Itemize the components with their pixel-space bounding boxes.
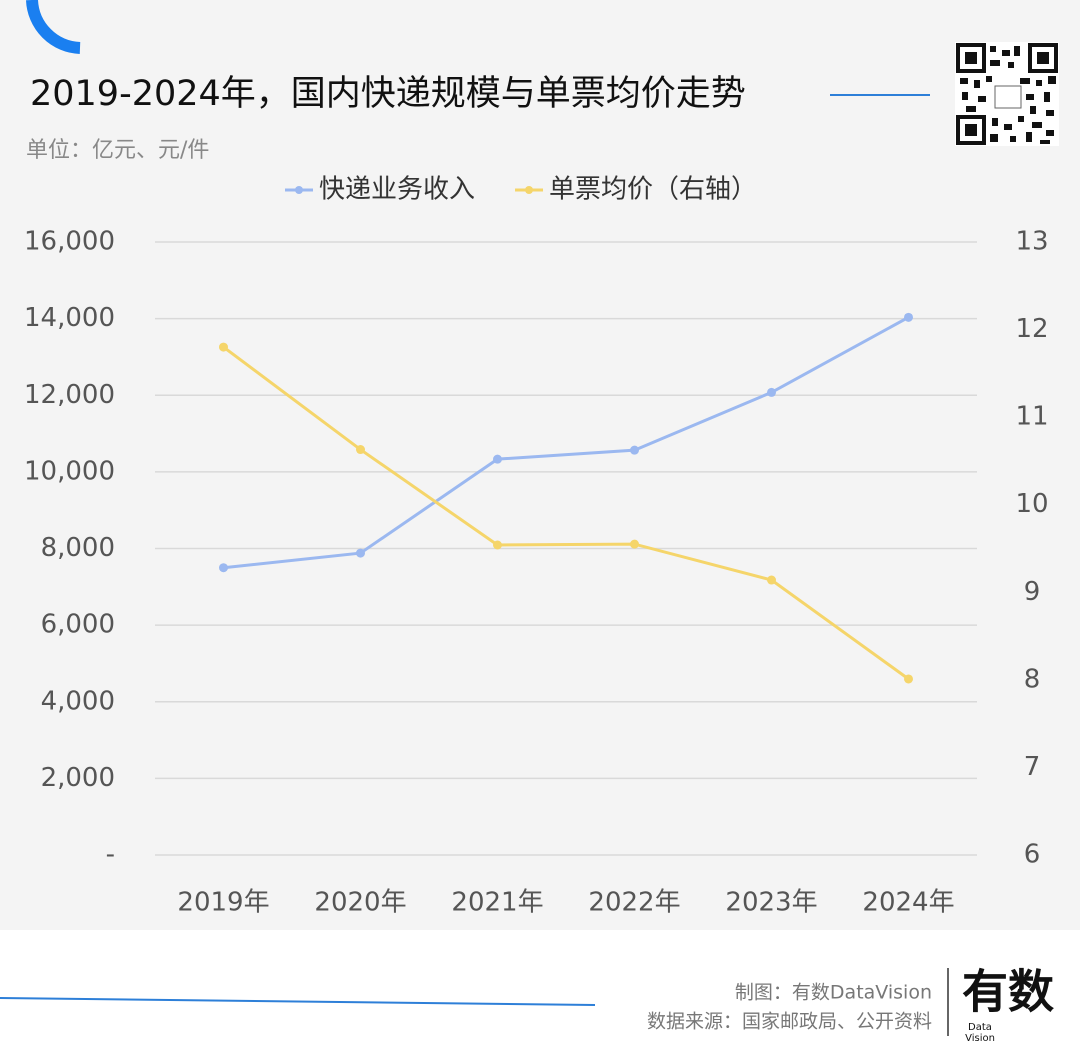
data-point	[493, 454, 502, 464]
y2-tick-label: 6	[1024, 840, 1041, 870]
x-tick-label: 2019年	[177, 888, 269, 918]
logo-sub: Vision	[965, 1033, 995, 1044]
data-point	[493, 540, 502, 550]
x-tick-label: 2022年	[588, 888, 680, 918]
footer-source: 数据来源：国家邮政局、公开资料	[647, 1011, 932, 1033]
logo-sub: Data	[968, 1022, 992, 1033]
y-tick-label: 16,000	[24, 227, 115, 257]
y2-tick-label: 12	[1015, 314, 1048, 344]
y2-tick-label: 10	[1015, 489, 1048, 519]
footer-rule	[0, 997, 596, 1006]
data-point	[904, 674, 913, 684]
series-line	[223, 316, 910, 570]
decor-arc	[26, 0, 81, 54]
y-tick-label: 6,000	[41, 610, 115, 640]
chart-background	[0, 0, 1080, 930]
chart-title: 2019-2024年，国内快递规模与单票均价走势	[30, 74, 746, 114]
y2-tick-label: 13	[1015, 227, 1048, 257]
data-point	[219, 342, 228, 352]
legend-swatch-dot	[525, 186, 534, 194]
data-point	[630, 445, 639, 455]
y2-tick-label: 8	[1024, 664, 1041, 694]
legend-label: 单票均价（右轴）	[549, 175, 757, 205]
logo: 有数	[962, 965, 1054, 1019]
y-tick-label: 10,000	[24, 456, 115, 486]
footer-credit: 制图：有数DataVision	[735, 982, 932, 1004]
data-point	[630, 539, 639, 549]
y-tick-label: 4,000	[41, 686, 115, 716]
y-tick-label: 2,000	[41, 763, 115, 793]
data-point	[904, 312, 913, 322]
y-tick-label: 8,000	[41, 533, 115, 563]
qr-code	[955, 42, 1059, 146]
chart-subtitle: 单位：亿元、元/件	[26, 138, 209, 163]
x-tick-label: 2021年	[451, 888, 543, 918]
y2-tick-label: 7	[1024, 752, 1041, 782]
y2-tick-label: 9	[1024, 577, 1041, 607]
y-tick-label: 14,000	[24, 303, 115, 333]
data-point	[356, 548, 365, 558]
data-point	[219, 563, 228, 573]
x-tick-label: 2023年	[725, 888, 817, 918]
data-point	[767, 387, 776, 397]
legend-label: 快递业务收入	[319, 175, 475, 205]
data-point	[356, 445, 365, 455]
y-tick-label: -	[106, 840, 115, 870]
data-point	[767, 575, 776, 585]
legend-swatch-dot	[295, 186, 303, 194]
x-tick-label: 2024年	[862, 888, 954, 918]
y-tick-label: 12,000	[24, 380, 115, 410]
x-tick-label: 2020年	[314, 888, 406, 918]
series-line	[222, 345, 910, 681]
y2-tick-label: 11	[1015, 402, 1048, 432]
